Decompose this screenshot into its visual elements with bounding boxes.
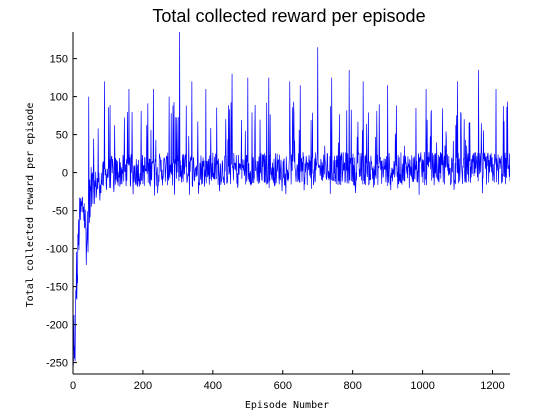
plot-area bbox=[72, 32, 510, 375]
y-tick-label: -50 bbox=[52, 206, 68, 218]
x-tick-label: 400 bbox=[204, 380, 222, 392]
y-tick-label: 50 bbox=[56, 130, 68, 142]
y-tick-label: -100 bbox=[46, 244, 68, 256]
y-axis: 150 100 50 0 -50 -100 -150 -200 -250 bbox=[46, 54, 77, 370]
y-tick-label: 0 bbox=[62, 168, 68, 180]
y-tick-label: -250 bbox=[46, 358, 68, 370]
x-tick-label: 800 bbox=[344, 380, 362, 392]
y-tick-label: 150 bbox=[50, 54, 68, 66]
x-tick-label: 200 bbox=[134, 380, 152, 392]
x-axis-label: Episode Number bbox=[245, 400, 329, 411]
y-tick-label: -150 bbox=[46, 282, 68, 294]
x-tick-label: 1000 bbox=[410, 380, 434, 392]
y-tick-label: 100 bbox=[50, 92, 68, 104]
x-tick-label: 1200 bbox=[480, 380, 504, 392]
y-tick-label: -200 bbox=[46, 320, 68, 332]
x-tick-label: 0 bbox=[70, 380, 76, 392]
x-axis: 0 200 400 600 800 1000 1200 bbox=[70, 370, 505, 392]
y-axis-label: Total collected reward per episode bbox=[25, 103, 36, 308]
reward-series-line bbox=[73, 32, 510, 366]
x-tick-label: 600 bbox=[274, 380, 292, 392]
chart-title: Total collected reward per episode bbox=[152, 6, 425, 26]
